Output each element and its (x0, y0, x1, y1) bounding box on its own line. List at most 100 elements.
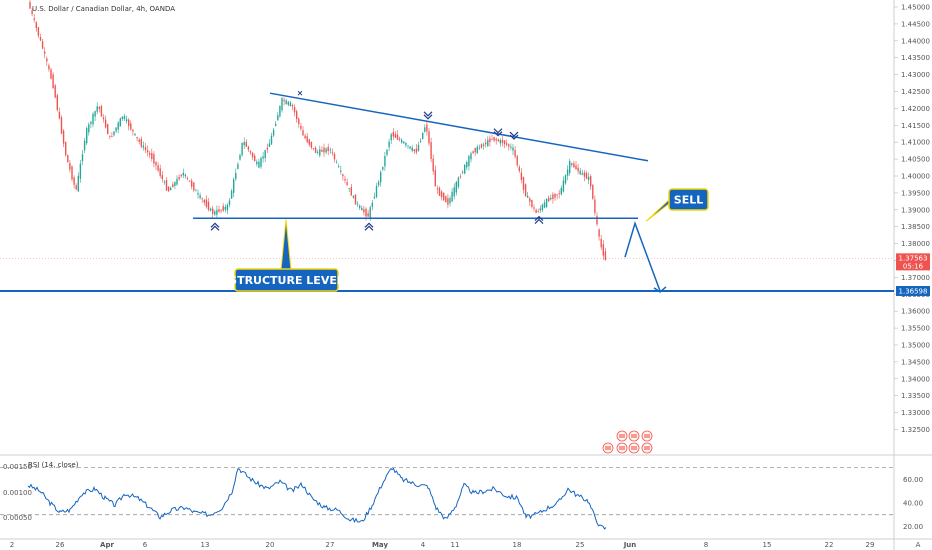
candle (117, 121, 119, 134)
candles (29, 0, 607, 261)
candle (132, 129, 134, 136)
double-chevron-down-icon (493, 128, 503, 137)
event-flag-icon[interactable] (641, 442, 653, 454)
swing-cross-icon (297, 90, 303, 96)
candle-body (205, 199, 208, 207)
candle-body (243, 142, 245, 146)
candle (54, 83, 56, 99)
candle-body (514, 150, 516, 157)
candle (531, 199, 533, 209)
candle-body (266, 147, 268, 150)
candle-body (537, 210, 539, 212)
candle (323, 143, 325, 157)
candle-body (403, 141, 405, 144)
candle (390, 132, 392, 145)
candle-body (335, 161, 338, 163)
candle-body (432, 158, 434, 172)
candle-body (361, 207, 363, 211)
candle-body (489, 138, 491, 143)
candle (545, 198, 548, 209)
candle (270, 132, 273, 145)
candle (359, 204, 361, 211)
sell-label: SELL (674, 194, 703, 207)
candle-body (529, 198, 531, 202)
event-flag-icon[interactable] (641, 430, 653, 442)
candle (260, 156, 262, 169)
sell-projection-path[interactable] (624, 220, 661, 292)
chevron-stroke (423, 111, 433, 117)
candle-body (413, 149, 415, 152)
event-flag-icon[interactable] (602, 442, 614, 454)
candle (35, 21, 37, 32)
candle-body (222, 206, 224, 211)
double-chevron-up-icon (534, 215, 544, 224)
candle-body (533, 207, 535, 209)
candle (422, 132, 424, 140)
candle (46, 56, 48, 66)
structure-level-callout[interactable]: STRUCTURE LEVEL (229, 219, 344, 292)
candle-body (262, 156, 264, 159)
candle (552, 192, 554, 204)
event-flag-icon[interactable] (616, 442, 628, 454)
candle-body (199, 195, 201, 199)
candle (193, 182, 195, 193)
candle-body (405, 143, 407, 146)
event-flag-icon[interactable] (628, 430, 640, 442)
candle (485, 138, 487, 148)
price-axis: 1.45000 1.44500 1.44000 1.43500 1.43000 1.425… (894, 4, 930, 434)
candle-body (310, 141, 313, 148)
sell-callout[interactable]: SELL (645, 188, 709, 222)
candle (604, 247, 607, 261)
descending-trendline[interactable] (269, 92, 649, 162)
candle (566, 165, 569, 181)
candle-body (493, 136, 495, 141)
candle-body (319, 149, 321, 156)
candle (29, 0, 31, 10)
candle (464, 164, 466, 175)
candle-body (438, 187, 441, 196)
candle (233, 177, 235, 198)
candle (224, 204, 226, 213)
candle (306, 132, 308, 144)
chevron-stroke (509, 134, 519, 140)
candle-body (377, 181, 380, 186)
candle-body (575, 165, 577, 170)
double-chevron-down-icon (509, 131, 519, 140)
candle (239, 153, 241, 161)
candle-body (426, 124, 428, 132)
candle-body (350, 187, 352, 196)
flag-fill (619, 446, 625, 450)
candle (142, 141, 145, 151)
candle (569, 158, 571, 176)
candle-body (569, 160, 571, 174)
candle (405, 141, 407, 148)
candle (571, 162, 573, 168)
candle (598, 228, 600, 241)
candle-body (48, 65, 50, 70)
candle (163, 179, 166, 185)
candle-body (392, 132, 394, 137)
candle-body (275, 123, 277, 126)
economic-event-flags[interactable] (602, 430, 653, 454)
rsi-pane[interactable]: RSI (14, close) 0.00150 0.00100 0.00050 60.… (0, 461, 923, 531)
price-tick-label: 1.34000 (901, 375, 930, 383)
candle (65, 141, 67, 157)
candle (104, 115, 107, 129)
candle-body (287, 101, 289, 105)
candle-body (140, 139, 142, 147)
candle (562, 176, 565, 193)
price-tick-label: 1.35000 (901, 342, 930, 350)
candle (44, 47, 46, 59)
event-flag-icon[interactable] (628, 442, 640, 454)
callout-box (668, 188, 709, 211)
event-flag-icon[interactable] (616, 430, 628, 442)
candle-body (459, 176, 462, 178)
candle (449, 195, 451, 207)
candle-body (506, 143, 508, 145)
candle (375, 182, 378, 199)
candle (264, 149, 266, 163)
candle (138, 137, 140, 145)
candle-body (128, 119, 130, 127)
